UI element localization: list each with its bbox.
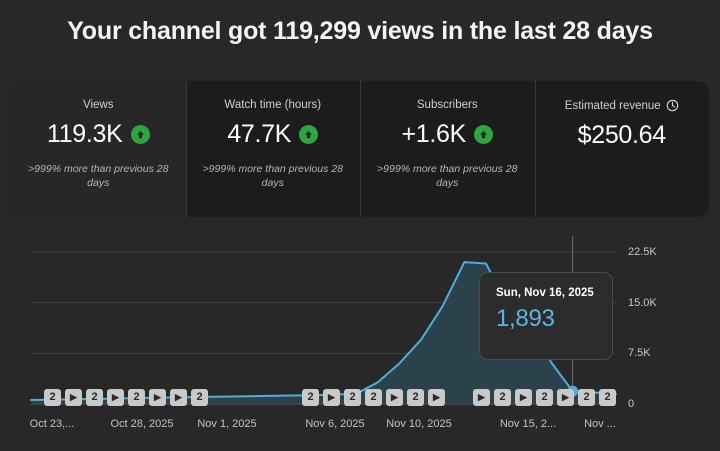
- metric-card-value-row: $250.64: [577, 121, 667, 150]
- metric-card-estimated-revenue[interactable]: Estimated revenue $250.64: [534, 81, 709, 217]
- metric-card-value: 119.3K: [46, 120, 123, 148]
- metric-card-label: Watch time (hours): [224, 99, 321, 111]
- metric-card-value: +1.6K: [401, 120, 467, 148]
- metric-card-views[interactable]: Views 119.3K >999% more than previous 28 d…: [11, 81, 186, 217]
- metric-card-label: Estimated revenue: [565, 99, 679, 112]
- clock-icon[interactable]: [666, 99, 679, 112]
- metric-card-comparison: >999% more than previous 28 days: [28, 163, 169, 190]
- page-title: Your channel got 119,299 views in the la…: [67, 16, 653, 45]
- x-axis-tick-label: Nov ...: [584, 418, 616, 430]
- metric-card-comparison: >999% more than previous 28 days: [377, 163, 518, 190]
- chart-area-fill: [31, 262, 616, 404]
- chart-y-axis: 22.5K 15.0K 7.5K 0: [622, 246, 712, 412]
- y-axis-tick-label: 15.0K: [628, 296, 657, 309]
- metric-card-comparison: >999% more than previous 28 days: [202, 163, 343, 190]
- chart-tooltip: Sun, Nov 16, 2025 1,893: [479, 272, 613, 360]
- metric-card-value-row: +1.6K: [401, 120, 494, 149]
- x-axis-tick-label: Nov 6, 2025: [305, 418, 365, 430]
- metric-card-value: 47.7K: [227, 120, 292, 148]
- x-axis-tick-label: Oct 23,...: [29, 418, 75, 430]
- metric-card-watch-time-hours[interactable]: Watch time (hours) 47.7K >999% more than p…: [185, 81, 360, 217]
- metric-card-value-row: 119.3K: [47, 120, 150, 149]
- page-title-bar: Your channel got 119,299 views in the la…: [0, 0, 720, 62]
- metric-card-label-text: Subscribers: [416, 99, 478, 111]
- metric-card-label-text: Watch time (hours): [224, 99, 322, 111]
- x-axis-tick-label: Nov 10, 2025: [386, 418, 452, 430]
- metric-card-label: Views: [83, 99, 113, 111]
- arrow-up-icon: [130, 125, 150, 144]
- metric-card-label-text: Views: [83, 99, 114, 111]
- metric-card-value: $250.64: [577, 121, 667, 149]
- metric-card-label-text: Estimated revenue: [564, 99, 661, 112]
- metric-card-value-row: 47.7K: [227, 120, 319, 149]
- x-axis-tick-label: Oct 28, 2025: [110, 418, 174, 430]
- metric-card-label: Subscribers: [417, 99, 478, 111]
- tooltip-date: Sun, Nov 16, 2025: [496, 287, 594, 299]
- chart-x-axis: Oct 23,... Oct 28, 2025 Nov 1, 2025 Nov 6, …: [0, 418, 720, 448]
- arrow-up-icon: [474, 125, 494, 144]
- x-axis-tick-label: Nov 1, 2025: [197, 418, 257, 430]
- x-axis-tick-label: Nov 15, 2...: [499, 418, 557, 430]
- y-axis-tick-label: 0: [628, 398, 635, 410]
- y-axis-tick-label: 7.5K: [628, 347, 651, 360]
- arrow-up-icon: [299, 125, 319, 144]
- metric-cards: Views 119.3K >999% more than previous 28 d…: [11, 81, 709, 217]
- y-axis-tick-label: 22.5K: [628, 246, 657, 258]
- chart-hover-point: [567, 385, 579, 397]
- tooltip-value: 1,893: [496, 305, 555, 332]
- metric-card-subscribers[interactable]: Subscribers +1.6K >999% more than previous…: [360, 81, 535, 217]
